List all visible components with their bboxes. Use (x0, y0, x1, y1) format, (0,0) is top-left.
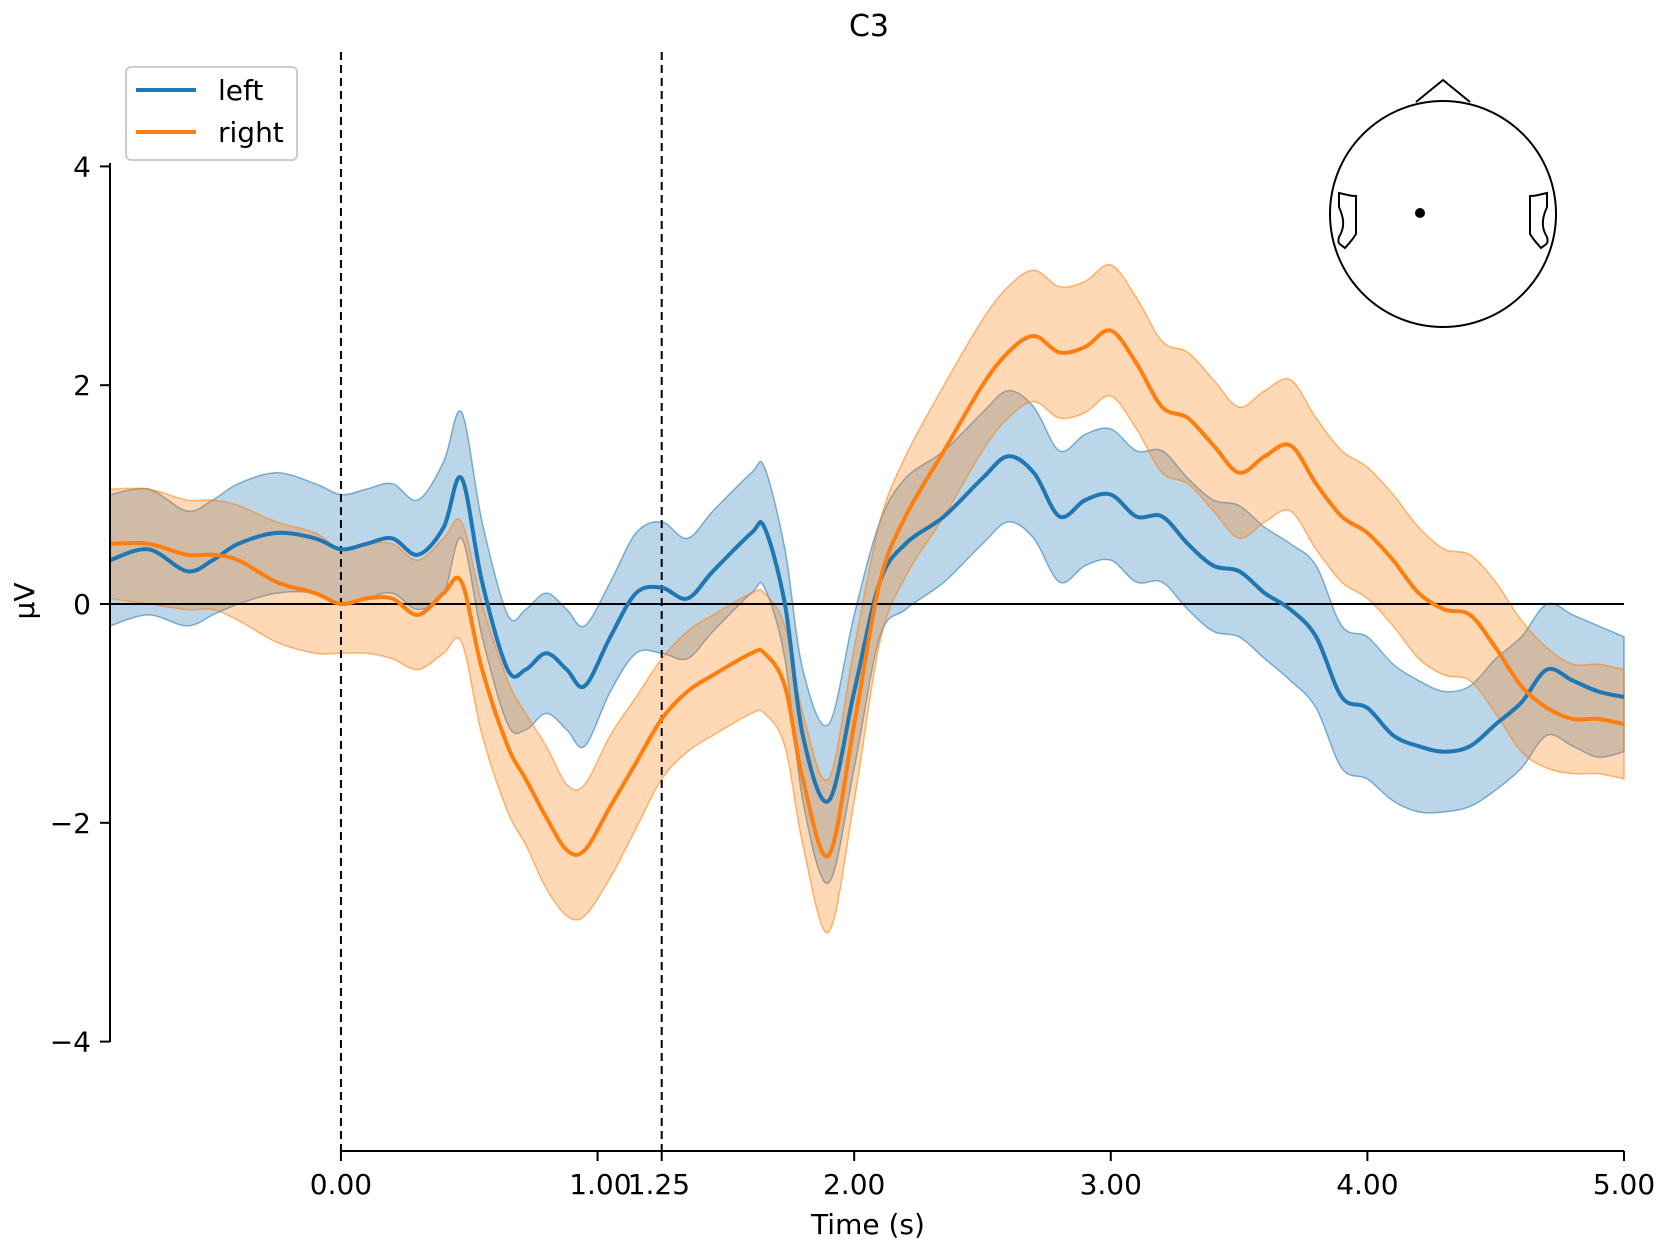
y-axis-ticks: −4 −2 0 2 4 (50, 150, 110, 1059)
legend-label-right: right (218, 116, 284, 149)
series-line-right (109, 328, 1625, 859)
x-axis-label: Time (s) (810, 1208, 925, 1241)
y-tick-label: 4 (73, 150, 91, 183)
y-tick-label: −2 (50, 807, 91, 840)
series-line-left (109, 454, 1625, 804)
confidence-bands (109, 263, 1625, 934)
chart-title: C3 (849, 9, 889, 44)
left-ear-icon (1337, 191, 1357, 250)
band-right (109, 263, 1625, 934)
x-axis-ticks: 0.00 1.001.25 2.00 3.00 4.00 5.00 (310, 1151, 1655, 1201)
legend: left right (125, 66, 298, 161)
event-markers (339, 52, 663, 1151)
x-tick-label: 3.00 (1080, 1168, 1142, 1201)
x-tick-label: 0.00 (310, 1168, 372, 1201)
x-tick-label: 1.00 (569, 1168, 631, 1201)
y-axis-label: µV (8, 583, 41, 620)
legend-label-left: left (218, 74, 263, 107)
sensor-inset (1329, 78, 1557, 328)
y-tick-label: 0 (73, 588, 91, 621)
series-lines (109, 328, 1625, 859)
y-tick-label: −4 (50, 1026, 91, 1059)
x-tick-label: 1.25 (628, 1168, 690, 1201)
x-tick-label: 4.00 (1336, 1168, 1398, 1201)
right-ear-icon (1529, 191, 1549, 250)
nose-icon (1415, 78, 1471, 103)
x-tick-label: 2.00 (823, 1168, 885, 1201)
sensor-dot-icon (1415, 208, 1425, 218)
head-outline (1329, 100, 1557, 328)
y-tick-label: 2 (73, 369, 91, 402)
x-tick-label: 5.00 (1593, 1168, 1655, 1201)
